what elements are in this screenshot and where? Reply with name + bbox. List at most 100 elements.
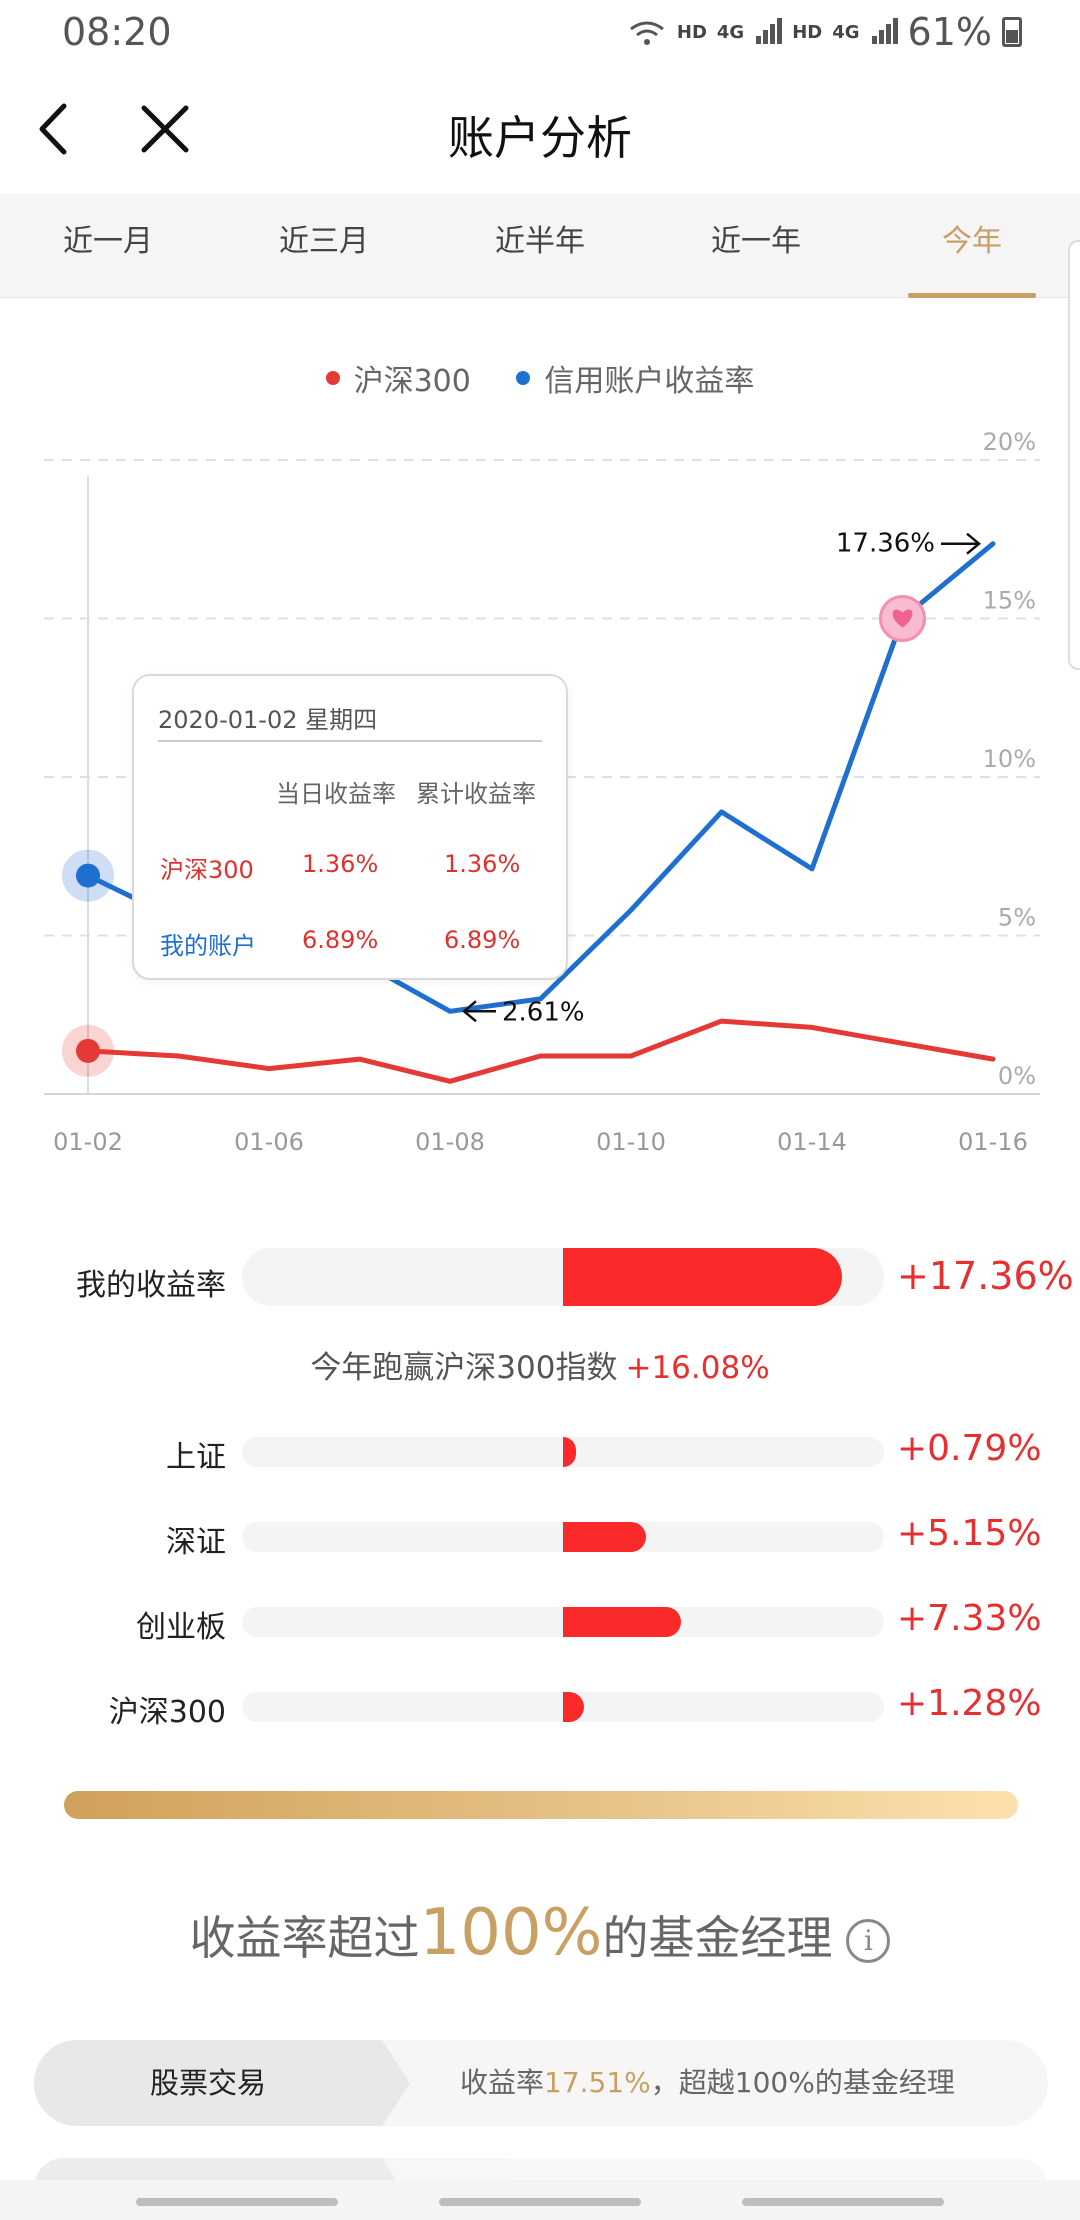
index-fill-csi300 — [563, 1692, 584, 1722]
index-row-chinext: 创业板 +7.33% — [0, 1598, 1080, 1645]
min-annotation-arrow — [462, 1000, 496, 1023]
index-track-chinext — [242, 1607, 884, 1637]
fund-headline-prefix: 收益率超过 — [189, 1911, 420, 1965]
heart-icon — [892, 609, 913, 628]
y-tick-label: 15% — [983, 587, 1036, 615]
tooltip-date: 2020-01-02 星期四 — [158, 706, 378, 734]
x-tick-label: 01-16 — [958, 1128, 1028, 1156]
legend-label-account: 信用账户收益率 — [544, 364, 755, 399]
tab-1-month[interactable]: 近一月 — [63, 224, 153, 259]
index-row-csi300: 沪深300 +1.28% — [0, 1683, 1080, 1730]
card-desc-suffix: ，超越100%的基金经理 — [650, 2066, 955, 2099]
title-bar: 账户分析 — [0, 66, 1080, 194]
card-tag-label: 股票交易 — [149, 2066, 266, 2100]
nav-recent-button[interactable] — [136, 2198, 338, 2206]
status-time: 08:20 — [62, 10, 172, 54]
nav-home-button[interactable] — [439, 2198, 641, 2206]
index-label-shenzhen: 深证 — [166, 1525, 226, 1560]
x-tick-label: 01-14 — [777, 1128, 847, 1156]
network-label-2: 4G — [832, 21, 860, 43]
nav-back-button[interactable] — [742, 2198, 944, 2206]
x-tick-label: 01-08 — [415, 1128, 485, 1156]
fund-headline: 收益率超过100%的基金经理 i — [0, 1896, 1080, 1970]
y-tick-label: 20% — [983, 428, 1036, 456]
index-row-shenzhen: 深证 +5.15% — [0, 1513, 1080, 1560]
tooltip-row-mine-day: 6.89% — [302, 926, 379, 954]
legend-label-csi300: 沪深300 — [353, 364, 471, 399]
hd-label: HD — [676, 21, 707, 43]
network-label: 4G — [716, 21, 745, 43]
index-fill-chinext — [563, 1607, 681, 1637]
tooltip-row-csi300-cum: 1.36% — [444, 850, 521, 878]
x-tick-label: 01-02 — [53, 1128, 123, 1156]
close-button[interactable] — [132, 96, 198, 162]
index-value-chinext: +7.33% — [897, 1598, 1042, 1639]
index-track-csi300 — [242, 1692, 884, 1722]
index-fill-shenzhen — [563, 1522, 646, 1552]
index-value-csi300: +1.28% — [897, 1683, 1042, 1724]
chart-tooltip: 2020-01-02 星期四 当日收益率 累计收益率 沪深300 1.36% 1… — [132, 674, 568, 980]
account-start-point — [76, 863, 100, 888]
return-line-chart[interactable]: 20% 15% 10% 5% 0% 01-02 01-06 01-08 01-10 01-14 01… — [0, 420, 1080, 1180]
tab-this-year[interactable]: 今年 — [864, 194, 1080, 298]
tooltip-col-day: 当日收益率 — [276, 780, 396, 808]
period-tabs: 近一月 近三月 近半年 近一年 今年 — [0, 194, 1080, 298]
y-tick-label: 5% — [998, 904, 1036, 932]
my-return-fill — [563, 1248, 842, 1306]
index-track-shanghai — [242, 1437, 884, 1467]
page-title: 账户分析 — [448, 111, 632, 165]
signal-icon-2 — [870, 18, 898, 46]
legend-dot-blue — [516, 371, 531, 385]
index-label-chinext: 创业板 — [136, 1610, 226, 1645]
index-label-csi300: 沪深300 — [108, 1695, 226, 1730]
wifi-icon — [629, 21, 664, 45]
my-return-track — [242, 1248, 884, 1306]
fund-headline-suffix: 的基金经理 — [602, 1911, 833, 1965]
index-row-shanghai: 上证 +0.79% — [0, 1428, 1080, 1475]
gold-divider-bar — [64, 1791, 1018, 1819]
legend-item-csi300: 沪深300 — [325, 356, 471, 400]
back-button[interactable] — [28, 96, 88, 162]
fund-headline-percent: 100% — [419, 1896, 603, 1970]
card-tag: 股票交易 — [34, 2040, 410, 2126]
system-nav-bar — [0, 2180, 1080, 2220]
my-return-row: 我的收益率 +17.36% — [0, 1248, 1080, 1310]
tab-half-year[interactable]: 近半年 — [495, 224, 585, 259]
tab-1-year[interactable]: 近一年 — [711, 224, 801, 259]
index-track-shenzhen — [242, 1522, 884, 1552]
card-desc-prefix: 收益率 — [460, 2066, 545, 2099]
index-value-shanghai: +0.79% — [897, 1428, 1042, 1469]
signal-icon — [754, 18, 783, 46]
csi300-start-point — [76, 1038, 100, 1063]
tooltip-row-csi300-name: 沪深300 — [160, 856, 254, 884]
card-desc-rate: 17.51% — [544, 2066, 651, 2099]
status-bar: 08:20 HD 4G HD 4G 61% — [0, 0, 1080, 66]
close-icon — [141, 105, 189, 153]
lead-value: +16.08% — [625, 1350, 770, 1386]
card-description: 收益率17.51%，超越100%的基金经理 — [460, 2040, 955, 2126]
battery-percent: 61% — [907, 10, 992, 54]
index-label-shanghai: 上证 — [166, 1440, 226, 1475]
tooltip-col-cum: 累计收益率 — [416, 780, 536, 808]
stock-trading-card[interactable]: 股票交易 收益率17.51%，超越100%的基金经理 — [34, 2040, 1048, 2126]
tab-3-months[interactable]: 近三月 — [279, 224, 369, 259]
side-drawer-handle[interactable] — [1068, 240, 1080, 670]
my-return-label: 我的收益率 — [76, 1268, 226, 1303]
battery-icon — [1002, 17, 1022, 47]
chevron-left-icon — [39, 103, 67, 155]
tooltip-row-mine-name: 我的账户 — [160, 932, 256, 960]
info-icon[interactable]: i — [846, 1919, 891, 1963]
series-line-csi300 — [85, 1018, 996, 1084]
y-tick-label: 0% — [998, 1062, 1036, 1090]
index-fill-shanghai — [563, 1437, 576, 1467]
tooltip-row-csi300-day: 1.36% — [302, 850, 379, 878]
legend-item-account: 信用账户收益率 — [516, 356, 754, 400]
chart-legend: 沪深300 信用账户收益率 — [0, 356, 1080, 400]
status-icons: HD 4G HD 4G 61% — [627, 10, 1022, 54]
lead-text: 今年跑赢沪深300指数 — [310, 1350, 618, 1386]
my-return-value: +17.36% — [897, 1254, 1074, 1298]
hd-label-2: HD — [792, 21, 823, 43]
lead-summary: 今年跑赢沪深300指数 +16.08% — [0, 1342, 1080, 1387]
max-annotation-label: 17.36% — [836, 529, 935, 559]
x-tick-label: 01-06 — [234, 1128, 304, 1156]
